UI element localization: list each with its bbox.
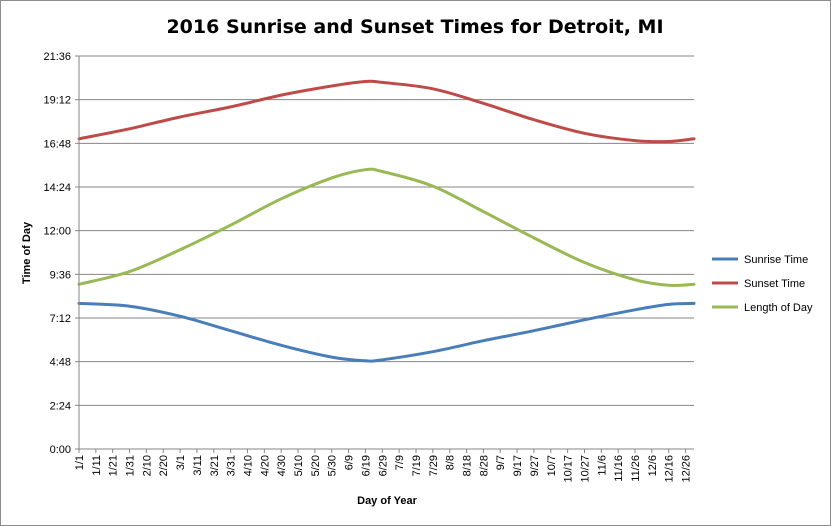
series-line-sunrise-time bbox=[77, 301, 696, 363]
x-tick-label: 3/1 bbox=[175, 455, 187, 470]
x-tick-label: 4/10 bbox=[242, 455, 254, 476]
x-tick-label: 2/10 bbox=[141, 455, 153, 476]
x-tick-label: 5/10 bbox=[293, 455, 305, 476]
x-tick-label: 9/17 bbox=[512, 455, 524, 476]
x-tick-label: 8/18 bbox=[462, 455, 474, 476]
series-lines bbox=[77, 79, 696, 363]
x-tick-label: 10/17 bbox=[563, 455, 575, 483]
x-tick-label: 1/11 bbox=[91, 455, 103, 476]
y-tick-label: 12:00 bbox=[43, 226, 71, 238]
x-tick-label: 6/29 bbox=[377, 455, 389, 476]
x-tick-label: 7/29 bbox=[428, 455, 440, 476]
x-tick-label: 7/9 bbox=[394, 455, 406, 470]
y-tick-label: 2:24 bbox=[50, 400, 71, 412]
legend-label-length-of-day: Length of Day bbox=[744, 302, 813, 314]
y-tick-label: 9:36 bbox=[50, 269, 71, 281]
x-tick-label: 3/21 bbox=[209, 455, 221, 476]
x-tick-label: 4/20 bbox=[259, 455, 271, 476]
chart-title: 2016 Sunrise and Sunset Times for Detroi… bbox=[166, 16, 663, 38]
x-tick-label: 12/26 bbox=[681, 455, 693, 483]
x-tick-label: 12/6 bbox=[647, 455, 659, 476]
x-tick-label: 8/28 bbox=[478, 455, 490, 476]
x-tick-label: 9/27 bbox=[529, 455, 541, 476]
y-axis-ticks: 0:00 2:24 4:48 7:12 9:36 12:00 14:24 16:48 19:12… bbox=[43, 51, 79, 456]
x-tick-label: 6/19 bbox=[360, 455, 372, 476]
y-tick-label: 21:36 bbox=[43, 51, 71, 63]
y-tick-label: 19:12 bbox=[43, 95, 71, 107]
x-axis-title: Day of Year bbox=[357, 495, 417, 507]
x-axis-ticks: 1/1 1/11 1/21 1/31 2/10 2/20 3/1 3/11 3/21 3/31 4/… bbox=[74, 449, 693, 483]
y-tick-label: 16:48 bbox=[43, 138, 71, 150]
x-tick-label: 1/1 bbox=[74, 455, 86, 470]
x-tick-label: 3/31 bbox=[226, 455, 238, 476]
series-line-length-of-day bbox=[77, 167, 696, 287]
x-tick-label: 9/7 bbox=[495, 455, 507, 470]
legend: Sunrise Time Sunset Time Length of Day bbox=[712, 254, 813, 314]
y-tick-label: 0:00 bbox=[50, 444, 71, 456]
x-tick-label: 3/11 bbox=[192, 455, 204, 476]
y-tick-label: 4:48 bbox=[50, 357, 71, 369]
x-tick-label: 5/20 bbox=[310, 455, 322, 476]
x-tick-label: 1/21 bbox=[108, 455, 120, 476]
x-tick-label: 11/6 bbox=[596, 455, 608, 476]
x-tick-label: 10/7 bbox=[546, 455, 558, 476]
series-line-sunset-time bbox=[77, 79, 696, 144]
x-tick-label: 7/19 bbox=[411, 455, 423, 476]
legend-label-sunset-time: Sunset Time bbox=[744, 278, 805, 290]
x-tick-label: 11/16 bbox=[613, 455, 625, 482]
x-tick-label: 2/20 bbox=[158, 455, 170, 476]
x-tick-label: 1/31 bbox=[125, 455, 137, 476]
x-tick-label: 10/27 bbox=[579, 455, 591, 483]
legend-label-sunrise-time: Sunrise Time bbox=[744, 254, 808, 266]
grid-lines bbox=[79, 55, 694, 406]
y-axis-title: Time of Day bbox=[21, 221, 33, 284]
x-tick-label: 8/8 bbox=[445, 455, 457, 470]
y-tick-label: 7:12 bbox=[50, 313, 71, 325]
x-tick-label: 11/26 bbox=[630, 455, 642, 482]
x-tick-label: 5/30 bbox=[327, 455, 339, 476]
x-tick-label: 4/30 bbox=[276, 455, 288, 476]
x-tick-label: 12/16 bbox=[664, 455, 676, 483]
y-tick-label: 14:24 bbox=[43, 182, 71, 194]
x-tick-label: 6/9 bbox=[344, 455, 356, 470]
